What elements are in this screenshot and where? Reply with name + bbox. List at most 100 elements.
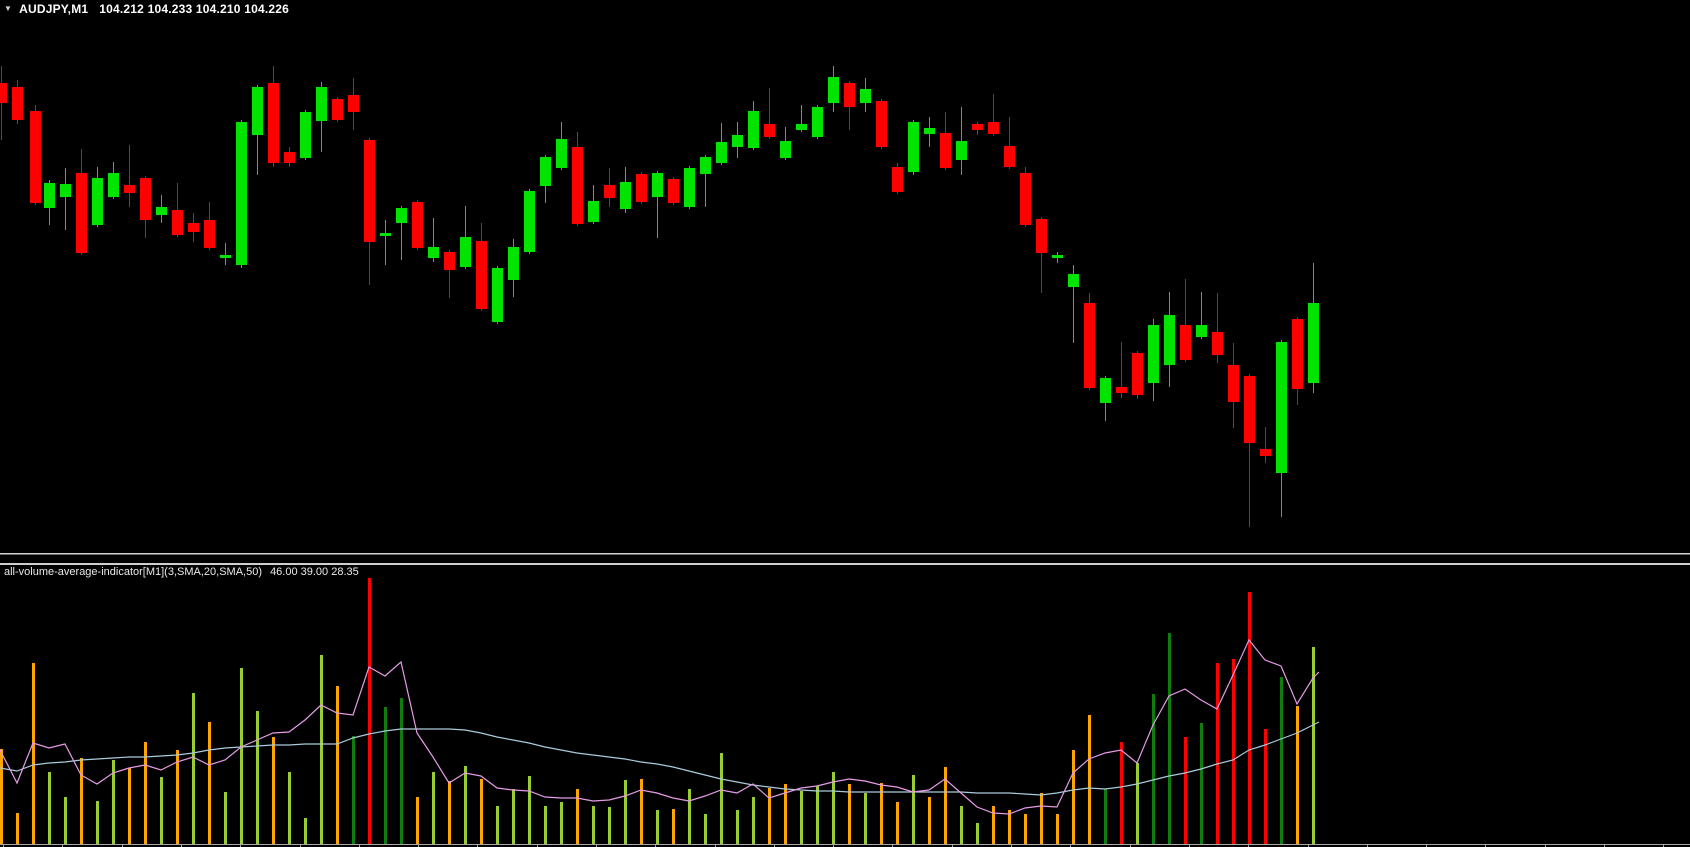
candle-body: [156, 207, 167, 215]
volume-bar: [1056, 814, 1059, 845]
time-axis-tick: [1189, 845, 1190, 847]
time-axis-tick: [1485, 845, 1486, 847]
volume-bar: [1088, 715, 1091, 845]
volume-bar: [640, 779, 643, 845]
candle-body: [796, 124, 807, 130]
volume-bar: [608, 807, 611, 845]
volume-bar: [864, 793, 867, 845]
volume-bar: [400, 698, 403, 845]
volume-bar: [96, 801, 99, 845]
volume-bar: [128, 768, 131, 845]
volume-bar: [1264, 729, 1267, 845]
candle-body: [30, 111, 41, 203]
time-axis-tick: [418, 845, 419, 847]
volume-bar: [768, 788, 771, 845]
time-axis-tick: [1426, 845, 1427, 847]
volume-bar: [528, 776, 531, 845]
candle-body: [764, 124, 775, 137]
volume-bar: [496, 806, 499, 845]
volume-bar: [1232, 659, 1235, 845]
candle-body: [780, 141, 791, 158]
candle-body: [1148, 325, 1159, 383]
indicator-name: all-volume-average-indicator[M1](3,SMA,2…: [4, 566, 262, 578]
time-axis-tick: [952, 845, 953, 847]
volume-bar: [1120, 742, 1123, 845]
candle-body: [1212, 332, 1223, 355]
candle-body: [1052, 255, 1063, 258]
volume-bar: [0, 749, 3, 845]
volume-bar: [1168, 633, 1171, 845]
volume-bar: [288, 772, 291, 845]
volume-bar: [160, 777, 163, 845]
volume-bar: [112, 760, 115, 845]
candle-body: [972, 124, 983, 130]
time-axis-tick: [1367, 845, 1368, 847]
candle-body: [1228, 365, 1239, 402]
volume-bar: [832, 772, 835, 845]
candle-body: [188, 223, 199, 232]
candle-body: [876, 101, 887, 147]
candle-body: [476, 241, 487, 309]
volume-bar: [928, 797, 931, 845]
volume-bar: [1200, 723, 1203, 845]
price-chart-pane[interactable]: [0, 0, 1690, 553]
candle-body: [1164, 315, 1175, 365]
volume-bar: [992, 806, 995, 845]
sma-slow-line: [0, 721, 1320, 796]
time-axis-tick: [892, 845, 893, 847]
volume-bar: [64, 797, 67, 845]
time-axis-tick: [1248, 845, 1249, 847]
volume-bar: [704, 814, 707, 845]
candle-body: [76, 173, 87, 253]
candle-body: [284, 152, 295, 163]
time-axis-tick: [1130, 845, 1131, 847]
candle-body: [492, 268, 503, 322]
indicator-pane[interactable]: [0, 565, 1690, 845]
candle-body: [204, 220, 215, 248]
volume-bar: [1072, 750, 1075, 845]
symbol-dropdown-icon[interactable]: ▼: [4, 3, 13, 13]
volume-bar: [1040, 793, 1043, 845]
time-axis-tick: [122, 845, 123, 847]
candle-body: [364, 140, 375, 242]
candle-body: [604, 185, 615, 198]
volume-bar: [688, 789, 691, 845]
candle-body: [1180, 325, 1191, 360]
candle-body: [140, 178, 151, 220]
time-axis-tick: [359, 845, 360, 847]
time-axis-tick: [715, 845, 716, 847]
candle-body: [0, 83, 7, 103]
candle-body: [380, 233, 391, 236]
volume-bar: [176, 750, 179, 845]
time-axis-tick: [596, 845, 597, 847]
time-axis-tick: [1011, 845, 1012, 847]
candle-body: [572, 147, 583, 224]
time-axis-tick: [181, 845, 182, 847]
volume-bar: [512, 789, 515, 845]
volume-bar: [624, 780, 627, 845]
candle-body: [108, 173, 119, 197]
candle-body: [1004, 146, 1015, 167]
candle-body: [1276, 342, 1287, 473]
time-axis-tick: [1604, 845, 1605, 847]
volume-bar: [368, 578, 371, 845]
volume-bar: [672, 809, 675, 845]
candle-body: [92, 178, 103, 225]
candle-body: [1116, 387, 1127, 393]
volume-bar: [816, 786, 819, 845]
volume-bar: [192, 693, 195, 845]
candle-body: [956, 141, 967, 160]
volume-bar: [560, 802, 563, 845]
candle-body: [300, 112, 311, 158]
candle-body: [12, 87, 23, 120]
time-axis-tick: [774, 845, 775, 847]
symbol-period-label: AUDJPY,M1: [19, 2, 89, 16]
candle-body: [924, 128, 935, 134]
candle-body: [844, 83, 855, 107]
volume-bar: [1104, 789, 1107, 845]
panel-divider[interactable]: [0, 552, 1690, 566]
volume-bar: [912, 775, 915, 845]
candle-body: [588, 201, 599, 222]
